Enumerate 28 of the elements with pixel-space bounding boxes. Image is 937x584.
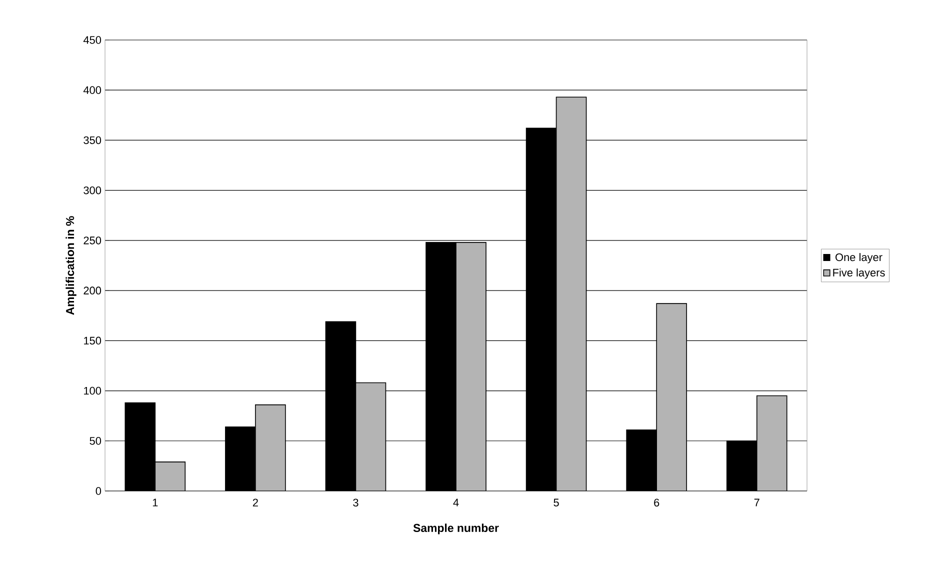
x-tick-label: 6 bbox=[654, 498, 660, 507]
bar bbox=[255, 404, 286, 491]
y-tick-label: 300 bbox=[84, 186, 102, 194]
y-tick-label: 200 bbox=[84, 286, 102, 294]
y-axis-title: Amplification in % bbox=[66, 216, 76, 315]
bar bbox=[355, 382, 386, 491]
y-tick-label: 0 bbox=[96, 487, 102, 495]
legend-label: Five layers bbox=[833, 268, 885, 279]
x-tick-label: 7 bbox=[754, 498, 760, 506]
bar bbox=[155, 462, 186, 491]
x-tick-label: 5 bbox=[554, 498, 559, 506]
y-tick-label: 350 bbox=[84, 136, 102, 144]
x-tick-label: 3 bbox=[353, 498, 358, 507]
y-tick-label: 50 bbox=[90, 437, 102, 445]
bar bbox=[656, 303, 687, 491]
bar bbox=[756, 395, 788, 491]
x-axis-title: Sample number bbox=[413, 524, 499, 534]
y-tick-label: 400 bbox=[83, 86, 102, 94]
y-tick-label: 100 bbox=[84, 386, 102, 395]
bar bbox=[556, 96, 587, 491]
y-tick-label: 250 bbox=[84, 236, 102, 244]
y-tick-label: 450 bbox=[83, 36, 102, 44]
x-tick-label: 1 bbox=[152, 498, 158, 506]
legend-label: One layer bbox=[836, 253, 882, 264]
x-tick-label: 2 bbox=[252, 498, 258, 506]
x-tick-label: 4 bbox=[453, 498, 459, 506]
bar bbox=[456, 242, 486, 491]
y-tick-label: 150 bbox=[84, 336, 102, 345]
